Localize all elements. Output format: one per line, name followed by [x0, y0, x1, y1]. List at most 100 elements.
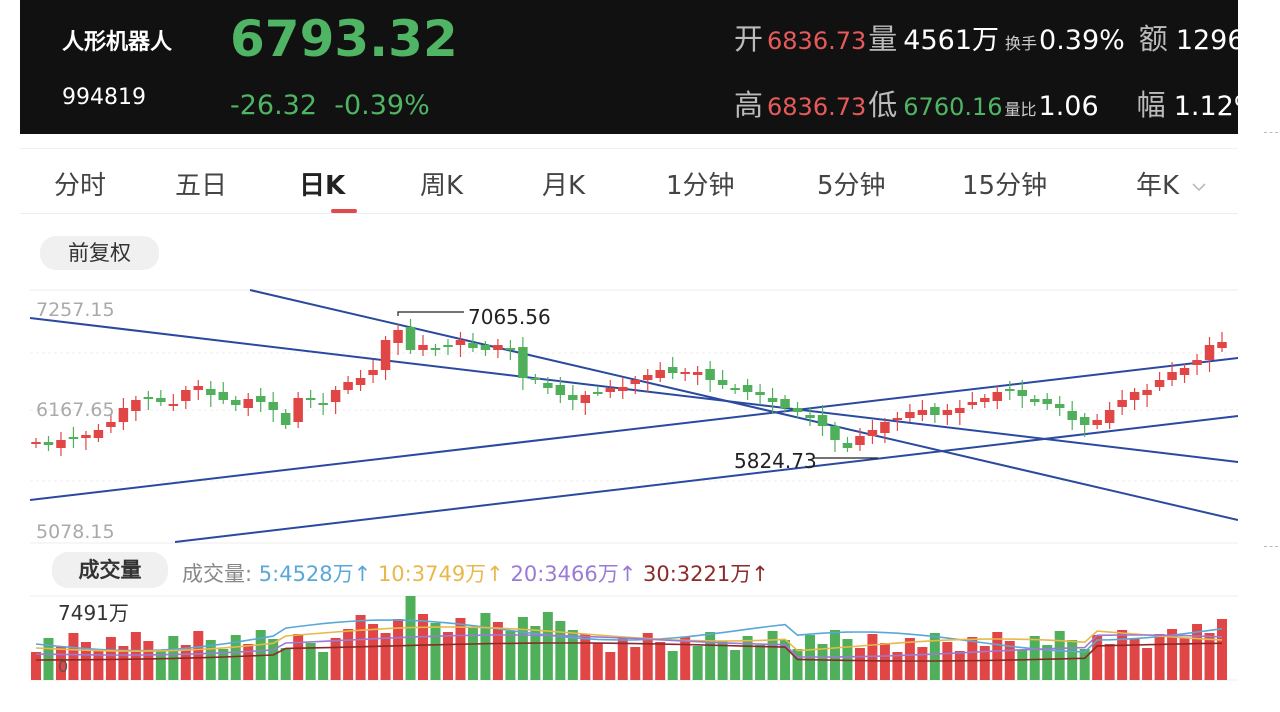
- candle-body: [81, 435, 91, 438]
- active-tab-indicator: [331, 209, 357, 213]
- candle-body: [193, 386, 204, 390]
- candle-body: [318, 403, 328, 405]
- candle-body: [930, 407, 940, 415]
- tab-5-minute[interactable]: 5分钟: [817, 171, 886, 201]
- candle-body: [742, 385, 753, 392]
- tab-daily-k[interactable]: 日K: [299, 171, 346, 201]
- volume-bar: [630, 647, 641, 680]
- candle-body: [905, 412, 915, 418]
- volume-bar: [842, 639, 853, 680]
- candle-body: [156, 398, 166, 402]
- amount-value: 1296: [1175, 25, 1238, 56]
- y-axis-label: 6167.65: [36, 399, 115, 421]
- volume-bar: [1042, 645, 1053, 680]
- volume-ma-line: [35, 619, 1223, 653]
- volume-bar: [243, 644, 254, 680]
- volume-bar: [143, 641, 154, 680]
- volume-bar: [505, 631, 516, 680]
- candlesticks: [31, 319, 1227, 456]
- candle-body: [131, 400, 141, 411]
- volume-bar: [230, 635, 241, 680]
- volume-label: 量: [868, 22, 898, 56]
- candle-body: [443, 345, 453, 347]
- volume-bar: [1154, 634, 1165, 680]
- candle-body: [168, 404, 179, 406]
- candle-body: [380, 340, 391, 370]
- candle-body: [143, 397, 154, 399]
- candle-body: [1217, 342, 1227, 348]
- quote-header: 人形机器人 994819 6793.32 -26.32 -0.39% 开 683…: [20, 0, 1238, 134]
- candle-body: [455, 340, 466, 345]
- candle-body: [830, 426, 840, 440]
- volume-bar: [1179, 638, 1190, 680]
- volume-bar: [755, 645, 766, 680]
- candle-body: [630, 380, 640, 384]
- candle-body: [705, 369, 715, 380]
- tab-1-minute[interactable]: 1分钟: [666, 171, 735, 201]
- candle-body: [1154, 380, 1165, 387]
- candle-body: [480, 345, 491, 350]
- candle-body: [955, 408, 965, 413]
- volume-bar: [717, 641, 728, 680]
- low-value: 6760.16: [903, 93, 1003, 121]
- candle-body: [330, 390, 341, 402]
- candle-body: [867, 430, 878, 436]
- chart-gridlines: [30, 289, 1238, 681]
- candle-body: [118, 408, 129, 422]
- volume-bar: [742, 636, 753, 680]
- candle-body: [1167, 372, 1177, 380]
- tab-five-day[interactable]: 五日: [175, 171, 228, 201]
- tab-yearly-k[interactable]: 年K: [1136, 165, 1207, 202]
- candle-body: [468, 343, 478, 348]
- index-name: 人形机器人: [62, 30, 173, 55]
- candle-body: [1104, 410, 1115, 423]
- change-value: -26.32: [230, 90, 318, 121]
- volume-bar: [480, 613, 491, 680]
- volume-bar: [705, 632, 716, 680]
- candle-body: [355, 378, 366, 385]
- tab-yearly-k-label: 年K: [1136, 171, 1180, 201]
- candle-body: [880, 422, 890, 433]
- volume-bar: [55, 647, 66, 680]
- candle-body: [1017, 390, 1027, 396]
- candle-body: [655, 370, 665, 378]
- candle-body: [106, 422, 116, 427]
- adjust-button[interactable]: 前复权: [40, 236, 159, 270]
- period-tabs: 分时 五日 日K 周K 月K 1分钟 5分钟 15分钟 年K: [20, 148, 1238, 214]
- tab-15-minute[interactable]: 15分钟: [962, 171, 1048, 201]
- volume-bar: [430, 623, 441, 680]
- volume-bar: [1067, 640, 1078, 680]
- candle-body: [842, 443, 853, 448]
- tab-monthly-k[interactable]: 月K: [542, 171, 586, 201]
- volume-bar: [517, 617, 528, 680]
- candle-body: [717, 380, 728, 385]
- volume-bar: [405, 596, 416, 680]
- volume-bar: [393, 619, 404, 680]
- volume-bar: [1117, 630, 1128, 680]
- high-label: 高: [734, 88, 764, 122]
- volume-bar: [455, 618, 466, 680]
- volume-bar: [1167, 629, 1178, 680]
- candle-body: [1117, 400, 1127, 407]
- tab-weekly-k[interactable]: 周K: [420, 171, 464, 201]
- candle-body: [967, 402, 978, 405]
- tab-intraday[interactable]: 分时: [54, 171, 107, 201]
- candle-body: [593, 392, 603, 394]
- candle-body: [268, 402, 278, 410]
- candle-body: [555, 385, 566, 395]
- volume-bar: [93, 651, 104, 680]
- volume-bar: [155, 650, 166, 680]
- chevron-down-icon: [1192, 182, 1206, 191]
- volume-bar: [592, 643, 603, 680]
- y-axis-label: 5078.15: [36, 521, 115, 543]
- price-change: -26.32 -0.39%: [230, 90, 430, 121]
- volume-ma-line: [35, 634, 1223, 658]
- volume-bar: [642, 633, 653, 680]
- volume-indicator-button[interactable]: 成交量: [52, 552, 168, 588]
- volume-bar: [268, 639, 279, 680]
- volume-bar: [318, 652, 329, 680]
- high-marker-leader: [397, 311, 464, 316]
- candle-body: [1204, 345, 1215, 360]
- volume-bar: [555, 621, 566, 680]
- candle-body: [1129, 392, 1140, 400]
